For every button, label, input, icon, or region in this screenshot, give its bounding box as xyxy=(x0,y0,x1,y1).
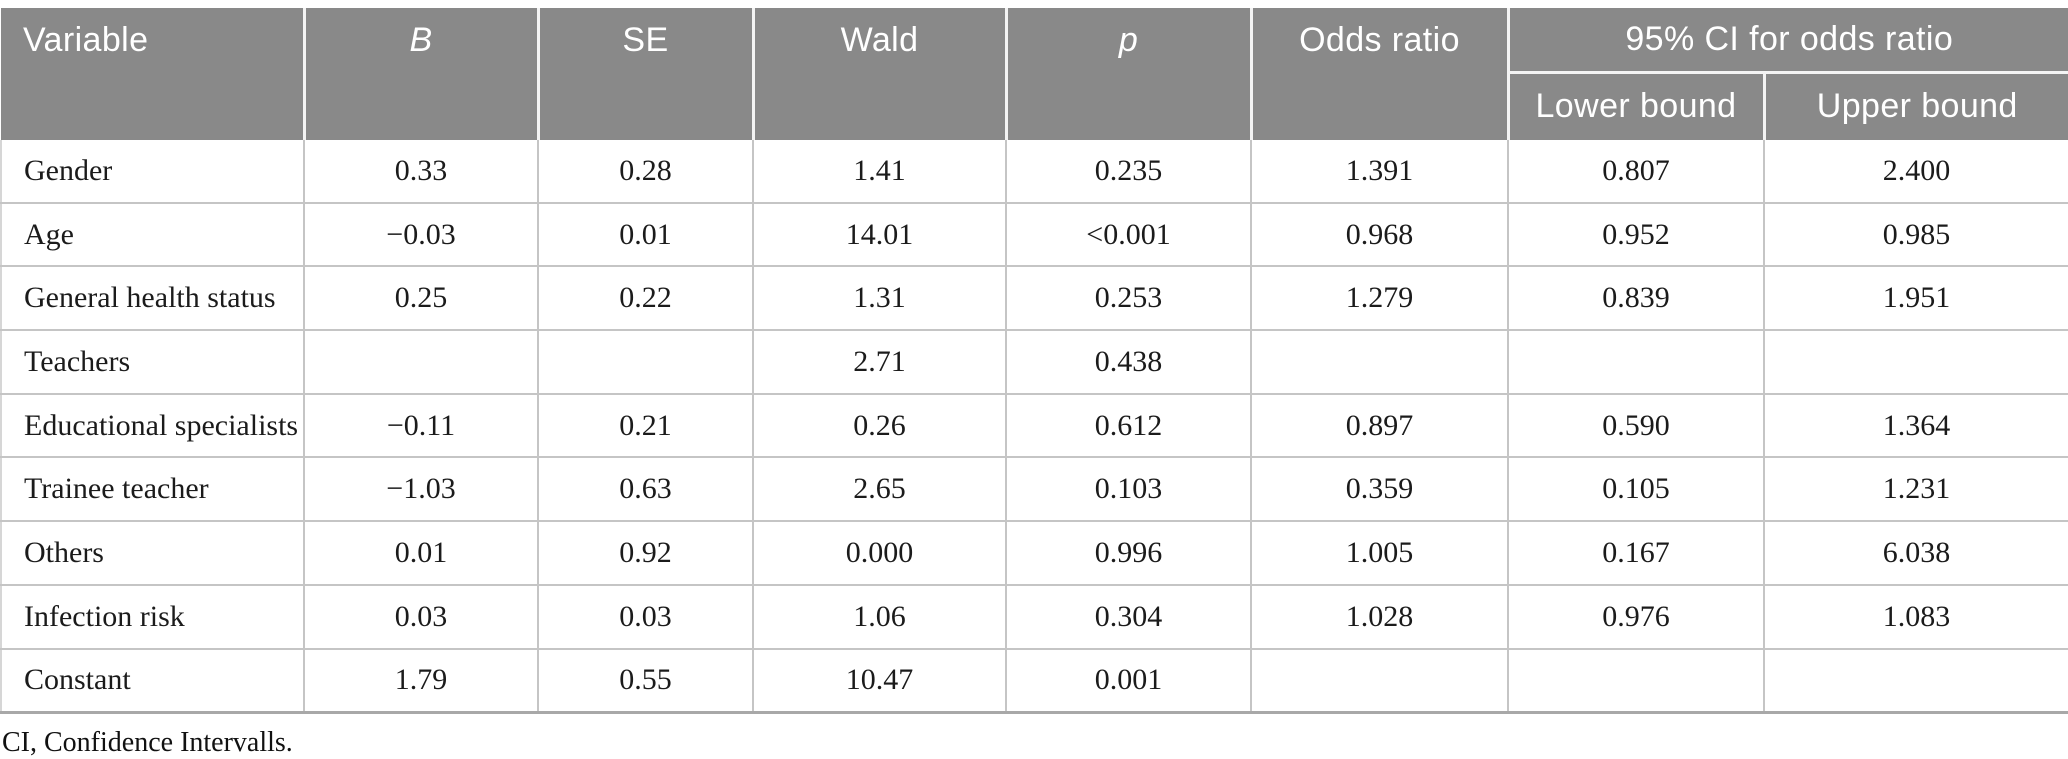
cell-se: 0.55 xyxy=(537,647,754,715)
cell-variable: Infection risk xyxy=(0,583,305,650)
cell-wald: 2.71 xyxy=(752,329,1007,395)
table-row-educational-specialists: Educational specialists −0.11 0.21 0.26 … xyxy=(0,392,2068,459)
cell-se: 0.28 xyxy=(537,140,754,204)
cell-upper: 1.231 xyxy=(1763,456,2068,523)
cell-se: 0.92 xyxy=(537,520,754,586)
cell-variable: Constant xyxy=(0,647,305,715)
cell-lower: 0.105 xyxy=(1507,456,1765,523)
cell-upper: 6.038 xyxy=(1763,520,2068,586)
cell-upper xyxy=(1763,647,2068,715)
col-header-upper-bound: Upper bound xyxy=(1764,72,2068,140)
cell-b: −1.03 xyxy=(303,456,539,523)
table-row-age: Age −0.03 0.01 14.01 <0.001 0.968 0.952 … xyxy=(0,201,2068,268)
col-header-odds-ratio: Odds ratio xyxy=(1251,8,1510,140)
cell-se: 0.01 xyxy=(537,201,754,268)
cell-variable: Gender xyxy=(0,140,305,204)
regression-results-table: Variable B SE Wald p Odds ratio 95% CI f… xyxy=(0,8,2068,715)
table-header: Variable B SE Wald p Odds ratio 95% CI f… xyxy=(1,8,2068,140)
cell-b: 1.79 xyxy=(303,647,539,715)
cell-b: 0.03 xyxy=(303,583,539,650)
cell-wald: 1.31 xyxy=(752,265,1007,332)
cell-b: −0.11 xyxy=(303,392,539,459)
table-row-infection-risk: Infection risk 0.03 0.03 1.06 0.304 1.02… xyxy=(0,583,2068,650)
col-header-wald: Wald xyxy=(753,8,1008,140)
cell-odds: 0.359 xyxy=(1250,456,1509,523)
cell-upper: 2.400 xyxy=(1763,140,2068,204)
cell-odds: 0.968 xyxy=(1250,201,1509,268)
cell-odds: 1.028 xyxy=(1250,583,1509,650)
cell-se xyxy=(537,329,754,395)
cell-odds: 0.897 xyxy=(1250,392,1509,459)
table-row-constant: Constant 1.79 0.55 10.47 0.001 xyxy=(0,647,2068,715)
cell-odds: 1.391 xyxy=(1250,140,1509,204)
table-footnote: CI, Confidence Intervalls. xyxy=(2,727,293,759)
cell-variable: Trainee teacher xyxy=(0,456,305,523)
header-row-main: Variable B SE Wald p Odds ratio 95% CI f… xyxy=(1,8,2068,140)
table-row-general-health-status: General health status 0.25 0.22 1.31 0.2… xyxy=(0,265,2068,332)
cell-upper: 1.364 xyxy=(1763,392,2068,459)
cell-wald: 1.41 xyxy=(752,140,1007,204)
cell-lower: 0.590 xyxy=(1507,392,1765,459)
cell-se: 0.22 xyxy=(537,265,754,332)
cell-lower: 0.167 xyxy=(1507,520,1765,586)
cell-odds: 1.005 xyxy=(1250,520,1509,586)
cell-b: −0.03 xyxy=(303,201,539,268)
cell-p: 0.304 xyxy=(1005,583,1252,650)
cell-wald: 14.01 xyxy=(752,201,1007,268)
cell-wald: 0.26 xyxy=(752,392,1007,459)
cell-variable: Educational specialists xyxy=(0,392,305,459)
cell-odds xyxy=(1250,329,1509,395)
col-header-ci-group: 95% CI for odds ratio xyxy=(1508,8,2068,74)
col-header-b: B xyxy=(304,8,540,140)
cell-lower xyxy=(1507,329,1765,395)
cell-p: 0.438 xyxy=(1005,329,1252,395)
cell-lower: 0.839 xyxy=(1507,265,1765,332)
cell-lower: 0.952 xyxy=(1507,201,1765,268)
cell-lower xyxy=(1507,647,1765,715)
cell-wald: 2.65 xyxy=(752,456,1007,523)
col-header-se: SE xyxy=(538,8,755,140)
cell-wald: 1.06 xyxy=(752,583,1007,650)
cell-variable: Teachers xyxy=(0,329,305,395)
cell-p: 0.001 xyxy=(1005,647,1252,715)
cell-p: 0.103 xyxy=(1005,456,1252,523)
cell-p: 0.235 xyxy=(1005,140,1252,204)
cell-p: 0.612 xyxy=(1005,392,1252,459)
cell-odds xyxy=(1250,647,1509,715)
cell-upper: 1.083 xyxy=(1763,583,2068,650)
cell-p: 0.996 xyxy=(1005,520,1252,586)
cell-b: 0.01 xyxy=(303,520,539,586)
cell-p: 0.253 xyxy=(1005,265,1252,332)
header-row-sub: Lower bound Upper bound xyxy=(1,72,2068,140)
cell-se: 0.21 xyxy=(537,392,754,459)
col-header-variable: Variable xyxy=(1,8,306,140)
cell-lower: 0.807 xyxy=(1507,140,1765,204)
table-row-teachers: Teachers 2.71 0.438 xyxy=(0,329,2068,395)
cell-variable: Others xyxy=(0,520,305,586)
table-row-trainee-teacher: Trainee teacher −1.03 0.63 2.65 0.103 0.… xyxy=(0,456,2068,523)
table-row-others: Others 0.01 0.92 0.000 0.996 1.005 0.167… xyxy=(0,520,2068,586)
cell-b: 0.25 xyxy=(303,265,539,332)
col-header-lower-bound: Lower bound xyxy=(1508,72,1766,140)
cell-upper xyxy=(1763,329,2068,395)
cell-odds: 1.279 xyxy=(1250,265,1509,332)
cell-se: 0.63 xyxy=(537,456,754,523)
cell-lower: 0.976 xyxy=(1507,583,1765,650)
cell-b: 0.33 xyxy=(303,140,539,204)
cell-b xyxy=(303,329,539,395)
table-body: Gender 0.33 0.28 1.41 0.235 1.391 0.807 … xyxy=(0,140,2068,715)
cell-p: <0.001 xyxy=(1005,201,1252,268)
table-row-gender: Gender 0.33 0.28 1.41 0.235 1.391 0.807 … xyxy=(0,140,2068,204)
cell-upper: 1.951 xyxy=(1763,265,2068,332)
cell-variable: General health status xyxy=(0,265,305,332)
col-header-p: p xyxy=(1006,8,1253,140)
cell-upper: 0.985 xyxy=(1763,201,2068,268)
cell-variable: Age xyxy=(0,201,305,268)
cell-wald: 0.000 xyxy=(752,520,1007,586)
cell-se: 0.03 xyxy=(537,583,754,650)
cell-wald: 10.47 xyxy=(752,647,1007,715)
